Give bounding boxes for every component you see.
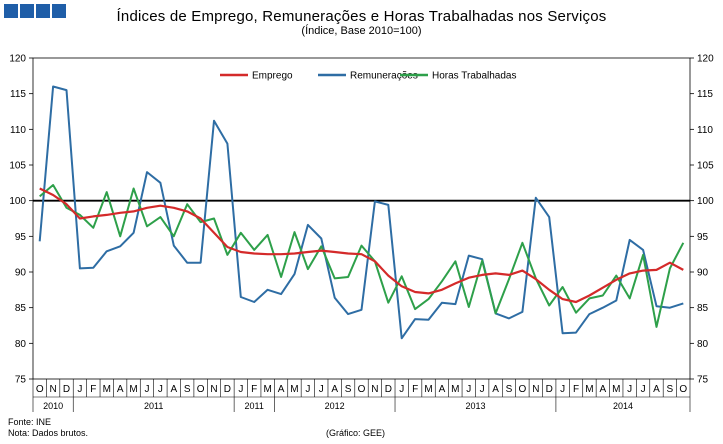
plot-frame xyxy=(32,57,691,380)
x-tick-label: D xyxy=(546,384,553,395)
series-line-remuneracoes xyxy=(38,85,684,340)
y-tick-label-left: 100 xyxy=(9,196,26,207)
gee-logo xyxy=(4,4,68,27)
year-label: 2014 xyxy=(613,401,633,411)
x-tick-label: O xyxy=(519,384,527,395)
x-tick-label: J xyxy=(466,384,471,395)
x-tick-label: F xyxy=(90,384,96,395)
x-tick-label: A xyxy=(170,384,177,395)
y-tick-label-right: 95 xyxy=(697,232,709,243)
y-tick-label-right: 85 xyxy=(697,303,709,314)
x-tick-label: A xyxy=(492,384,499,395)
y-tick-label-left: 115 xyxy=(10,89,26,100)
x-tick-label: M xyxy=(290,384,298,395)
x-tick-label: M xyxy=(129,384,137,395)
x-tick-label: J xyxy=(641,384,646,395)
y-tick-label-right: 115 xyxy=(697,89,713,100)
x-tick-label: M xyxy=(612,384,620,395)
y-tick-label-right: 80 xyxy=(697,339,709,350)
y-tick-label-right: 100 xyxy=(697,196,714,207)
y-tick-label-left: 90 xyxy=(15,268,27,279)
logo-block-1 xyxy=(4,4,18,18)
y-tick-label-left: 120 xyxy=(9,54,26,65)
x-tick-label: A xyxy=(439,384,446,395)
x-tick-label: M xyxy=(263,384,271,395)
x-tick-label: S xyxy=(345,384,352,395)
x-tick-label: N xyxy=(49,384,56,395)
x-tick-label: N xyxy=(210,384,217,395)
y-tick-label-left: 75 xyxy=(15,375,27,386)
year-label: 2011 xyxy=(144,401,163,411)
x-tick-label: M xyxy=(103,384,111,395)
series-line-horas-trabalhadas xyxy=(39,184,685,328)
x-tick-label: A xyxy=(600,384,607,395)
x-tick-label: J xyxy=(144,384,149,395)
x-tick-label: O xyxy=(679,384,687,395)
x-tick-label: J xyxy=(480,384,485,395)
x-tick-label: A xyxy=(117,384,124,395)
x-tick-label: A xyxy=(653,384,660,395)
logo-block-4 xyxy=(52,4,66,18)
x-tick-label: A xyxy=(331,384,338,395)
series-line-emprego xyxy=(39,187,684,304)
x-tick-label: D xyxy=(224,384,231,395)
x-tick-label: F xyxy=(412,384,418,395)
x-tick-label: O xyxy=(36,384,44,395)
x-tick-label: O xyxy=(358,384,366,395)
x-tick-label: N xyxy=(371,384,378,395)
y-tick-label-left: 85 xyxy=(15,303,27,314)
x-tick-label: M xyxy=(424,384,432,395)
chart-subtitle: (Índice, Base 2010=100) xyxy=(301,25,422,37)
legend-remuneracoes-label: Remunerações xyxy=(350,71,418,82)
legend-emprego-label: Emprego xyxy=(252,71,293,82)
x-tick-label: J xyxy=(399,384,404,395)
chart-credit: (Gráfico: GEE) xyxy=(326,428,386,438)
y-tick-label-left: 110 xyxy=(10,125,26,136)
x-tick-label: O xyxy=(197,384,205,395)
x-tick-label: J xyxy=(158,384,163,395)
year-label: 2012 xyxy=(325,401,345,411)
x-tick-label: S xyxy=(506,384,513,395)
y-tick-label-left: 95 xyxy=(15,232,27,243)
x-tick-label: D xyxy=(385,384,392,395)
year-label: 2010 xyxy=(43,401,63,411)
x-tick-label: F xyxy=(573,384,579,395)
x-tick-label: J xyxy=(319,384,324,395)
logo-block-3 xyxy=(36,4,50,18)
source-note: Fonte: INE xyxy=(8,417,52,427)
y-tick-label-right: 110 xyxy=(697,125,713,136)
logo-block-2 xyxy=(20,4,34,18)
legend-horas-trabalhadas-label: Horas Trabalhadas xyxy=(432,71,517,82)
y-tick-label-right: 75 xyxy=(697,375,709,386)
x-tick-label: N xyxy=(532,384,539,395)
data-note: Nota: Dados brutos. xyxy=(8,428,89,438)
x-tick-label: J xyxy=(560,384,565,395)
x-tick-label: J xyxy=(627,384,632,395)
y-tick-label-right: 120 xyxy=(697,54,714,65)
x-tick-label: S xyxy=(184,384,191,395)
x-tick-label: F xyxy=(251,384,257,395)
x-tick-label: M xyxy=(451,384,459,395)
year-label: 2011 xyxy=(245,401,264,411)
x-tick-label: J xyxy=(238,384,243,395)
x-tick-label: M xyxy=(585,384,593,395)
chart-title: Índices de Emprego, Remunerações e Horas… xyxy=(116,8,607,25)
x-tick-label: S xyxy=(667,384,674,395)
x-tick-label: J xyxy=(77,384,82,395)
x-tick-label: J xyxy=(305,384,310,395)
y-tick-label-left: 80 xyxy=(15,339,27,350)
y-tick-label-right: 90 xyxy=(697,268,709,279)
x-tick-label: D xyxy=(63,384,70,395)
y-tick-label-left: 105 xyxy=(9,161,26,172)
year-label: 2013 xyxy=(465,401,485,411)
x-tick-label: A xyxy=(278,384,285,395)
y-tick-label-right: 105 xyxy=(697,161,714,172)
